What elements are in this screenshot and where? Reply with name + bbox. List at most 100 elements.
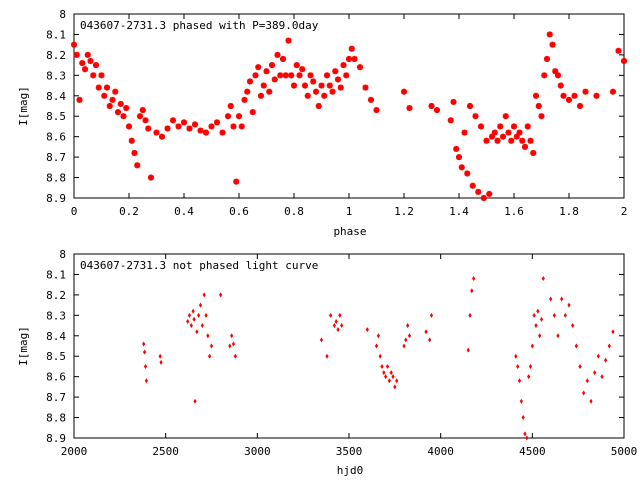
data-point — [90, 72, 97, 79]
data-point — [517, 378, 522, 384]
data-point — [252, 72, 259, 79]
data-point — [571, 92, 578, 99]
data-point — [382, 370, 386, 376]
data-point — [255, 64, 262, 71]
data-point — [241, 96, 248, 103]
data-point — [214, 119, 220, 126]
data-point — [343, 72, 350, 79]
data-point — [387, 378, 391, 384]
data-point — [519, 398, 523, 404]
data-point — [307, 72, 314, 79]
data-point — [596, 353, 600, 359]
data-point — [527, 137, 534, 144]
data-point — [607, 343, 611, 349]
data-point — [480, 195, 487, 201]
y-tick-label: 8.7 — [46, 391, 66, 404]
y-tick-label: 8.4 — [46, 330, 66, 343]
data-point — [424, 329, 428, 335]
data-point — [208, 353, 212, 359]
data-point — [557, 82, 564, 89]
data-point — [407, 333, 412, 339]
data-point — [593, 370, 597, 376]
data-point — [611, 329, 615, 335]
data-point — [544, 55, 550, 62]
y-tick-label: 8.5 — [46, 350, 66, 363]
data-point — [181, 119, 187, 126]
data-point — [486, 190, 493, 197]
y-tick-label: 8.8 — [46, 172, 66, 185]
data-point — [186, 125, 193, 132]
y-tick-label: 8 — [59, 8, 66, 21]
data-point — [610, 88, 616, 95]
y-tick-label: 8.9 — [46, 192, 66, 205]
data-point — [206, 333, 210, 339]
data-point — [304, 92, 311, 99]
data-point — [318, 82, 325, 89]
data-point — [560, 296, 564, 302]
data-point — [204, 312, 208, 318]
data-point — [329, 312, 333, 318]
y-tick-label: 8.2 — [46, 49, 66, 62]
data-point — [374, 343, 379, 349]
axis-ticks: 2000 2500 3000 3500 4000 4500 5000 8 8.1 8.2 8.3 8.… — [46, 248, 637, 458]
data-point — [475, 188, 482, 195]
data-point — [191, 308, 195, 314]
x-tick-label: 2500 — [152, 445, 179, 458]
x-tick-label: 0.4 — [174, 205, 194, 218]
data-point — [76, 96, 83, 103]
data-point — [137, 113, 143, 120]
data-point — [466, 347, 470, 353]
data-point — [230, 123, 237, 130]
data-point — [123, 105, 130, 112]
data-point — [340, 323, 344, 329]
x-tick-label: 1.8 — [559, 205, 579, 218]
data-point — [571, 323, 575, 329]
data-point — [527, 374, 531, 380]
data-point — [453, 145, 460, 152]
data-point — [202, 292, 206, 298]
data-point — [546, 31, 553, 38]
data-point — [247, 78, 253, 85]
data-point — [315, 103, 322, 109]
data-point — [555, 72, 561, 79]
x-tick-label: 3500 — [336, 445, 363, 458]
data-point — [514, 353, 518, 359]
x-axis-label: phase — [333, 225, 366, 238]
light-curve-panel: 043607-2731.3 not phased light curve hjd… — [17, 248, 637, 477]
data-point — [335, 76, 341, 83]
data-point — [434, 107, 440, 114]
data-point — [142, 341, 146, 347]
data-point — [464, 170, 471, 177]
data-point — [516, 363, 520, 369]
data-point — [391, 374, 395, 380]
data-point — [227, 103, 234, 109]
data-point — [541, 72, 548, 79]
data-point — [144, 378, 149, 384]
data-point — [380, 363, 384, 369]
data-point — [384, 374, 388, 380]
data-point — [362, 84, 369, 91]
data-point — [71, 41, 77, 48]
axis-ticks: 0 0.2 0.4 0.6 0.8 1 1.2 1.4 1.6 1.8 2 8 8.1 8.2 8.3 8.4… — [46, 8, 627, 218]
x-tick-label: 0 — [71, 205, 78, 218]
data-point — [429, 312, 434, 318]
data-point — [326, 82, 333, 89]
data-point — [556, 333, 560, 339]
data-point — [126, 123, 132, 130]
data-point — [447, 117, 454, 124]
data-point — [269, 62, 275, 69]
data-point — [337, 84, 344, 91]
data-point — [164, 125, 171, 132]
data-point — [117, 100, 124, 107]
x-tick-label: 1.4 — [449, 205, 469, 218]
data-point — [519, 137, 526, 144]
data-point — [615, 47, 622, 54]
data-point — [203, 129, 209, 136]
chart-title: 043607-2731.3 phased with P=389.0day — [80, 19, 319, 32]
data-point — [502, 113, 509, 120]
data-point — [142, 117, 149, 124]
data-point — [491, 129, 498, 136]
data-point — [525, 435, 529, 441]
data-point — [291, 82, 297, 89]
phased-panel: 043607-2731.3 phased with P=389.0day pha… — [17, 8, 627, 238]
